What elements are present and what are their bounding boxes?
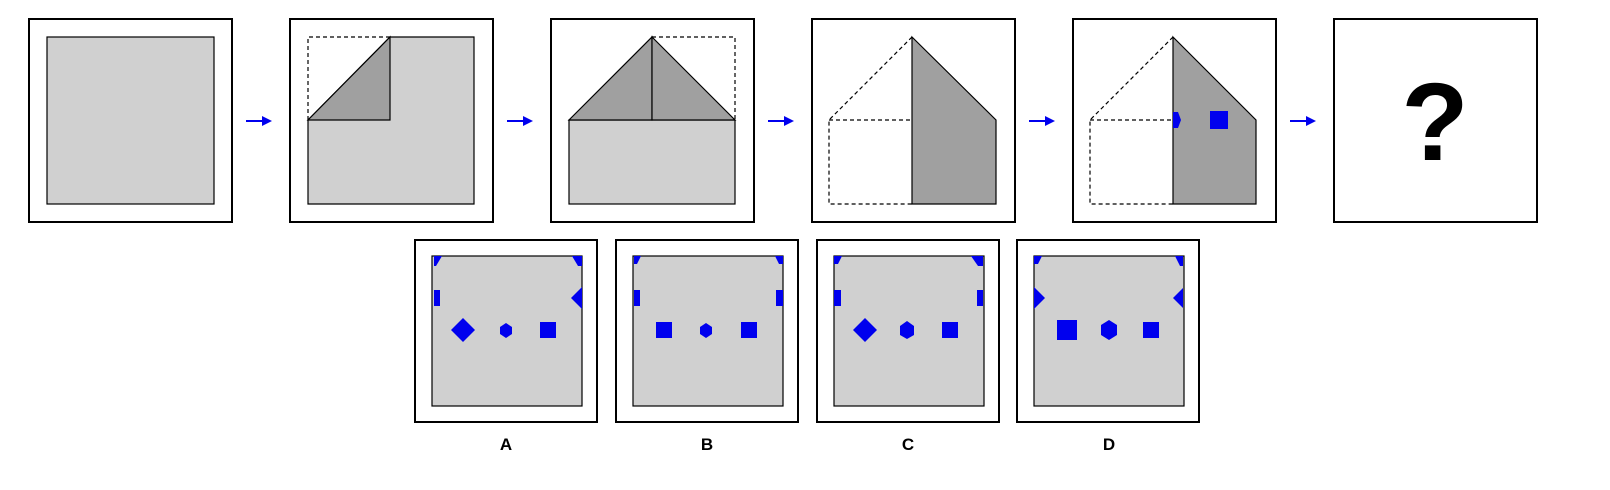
step-5-panel — [1072, 18, 1277, 223]
option-b[interactable]: B — [615, 239, 799, 454]
option-b-label: B — [701, 435, 713, 454]
edge-mark-right — [977, 290, 983, 306]
half-hexagon-hole — [1173, 112, 1181, 128]
step-1-panel — [28, 18, 233, 223]
arrow-5 — [1290, 116, 1316, 126]
edge-mark-left — [434, 290, 440, 306]
square-hole-left — [656, 322, 672, 338]
square-hole-right — [1143, 322, 1159, 338]
corner-mark-top-right — [572, 256, 582, 266]
option-a[interactable]: A — [414, 239, 598, 454]
corner-mark-top-left — [1034, 256, 1042, 264]
square-hole-right — [741, 322, 757, 338]
edge-mark-right — [571, 287, 582, 309]
arrow-1 — [246, 116, 272, 126]
hexagon-hole — [700, 323, 712, 338]
arrow-3 — [768, 116, 794, 126]
hexagon-hole — [900, 321, 914, 339]
hexagon-hole — [1101, 320, 1117, 340]
question-mark: ? — [1401, 61, 1468, 184]
option-d[interactable]: D — [1016, 239, 1200, 454]
corner-mark-top-right — [775, 256, 783, 264]
folded-flap — [306, 35, 391, 121]
fold-outline-dashed — [1089, 36, 1174, 205]
edge-mark-left — [834, 290, 841, 306]
folded-flap-right — [651, 35, 737, 121]
corner-mark-top-right — [971, 256, 983, 266]
option-c-label: C — [902, 435, 914, 454]
paper-square — [46, 36, 215, 205]
corner-mark-top-right — [1175, 256, 1183, 266]
arrow-2 — [507, 116, 533, 126]
edge-mark-right — [1173, 288, 1183, 308]
fold-outline-dashed — [828, 36, 913, 205]
option-c[interactable]: C — [816, 239, 1000, 454]
step-6-frame — [1333, 18, 1538, 223]
hexagon-hole — [500, 323, 512, 338]
step-4-panel — [811, 18, 1016, 223]
step-3-panel — [550, 18, 755, 223]
diamond-hole — [451, 318, 475, 342]
step-2-panel — [289, 18, 494, 223]
corner-mark-top-left — [834, 256, 842, 264]
step-6-panel: ? — [1333, 18, 1538, 223]
corner-mark-top-left — [634, 256, 641, 264]
diamond-hole — [853, 318, 877, 342]
square-hole — [1210, 111, 1228, 129]
option-d-label: D — [1103, 435, 1115, 454]
edge-mark-left — [1034, 287, 1045, 309]
edge-mark-right — [776, 290, 783, 306]
option-a-label: A — [500, 435, 512, 454]
folded-half — [911, 35, 997, 205]
edge-mark-left — [634, 290, 640, 306]
paper-remaining — [568, 119, 736, 205]
arrow-4 — [1029, 116, 1055, 126]
corner-mark-top-left — [434, 256, 442, 266]
square-hole-left — [1057, 320, 1077, 340]
square-hole — [942, 322, 958, 338]
square-hole — [540, 322, 556, 338]
